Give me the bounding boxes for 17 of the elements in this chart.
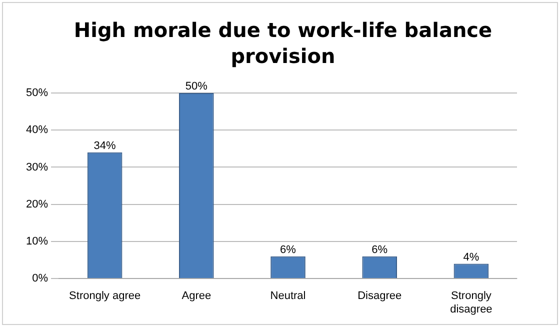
x-tick-label: Agree: [182, 290, 212, 302]
x-tick-label: Strongly disagree: [450, 290, 492, 316]
chart-title: High morale due to work-life balance provision: [72, 17, 494, 69]
data-label: 4%: [463, 251, 480, 264]
y-tick-label: 40%: [26, 124, 48, 136]
x-tick-label: Disagree: [358, 290, 402, 302]
x-tick-label: Neutral: [270, 290, 306, 302]
y-tick-label: 10%: [26, 236, 48, 248]
y-tick-label: 0%: [32, 272, 48, 285]
x-tick-label: Strongly agree: [69, 290, 141, 302]
y-tick-label: 20%: [26, 198, 48, 210]
data-label: 6%: [372, 244, 388, 256]
y-tick-label: 30%: [26, 161, 48, 174]
data-label: 34%: [94, 140, 116, 152]
data-label: 50%: [185, 80, 208, 93]
y-tick-label: 50%: [26, 87, 48, 100]
data-label: 6%: [280, 244, 296, 256]
